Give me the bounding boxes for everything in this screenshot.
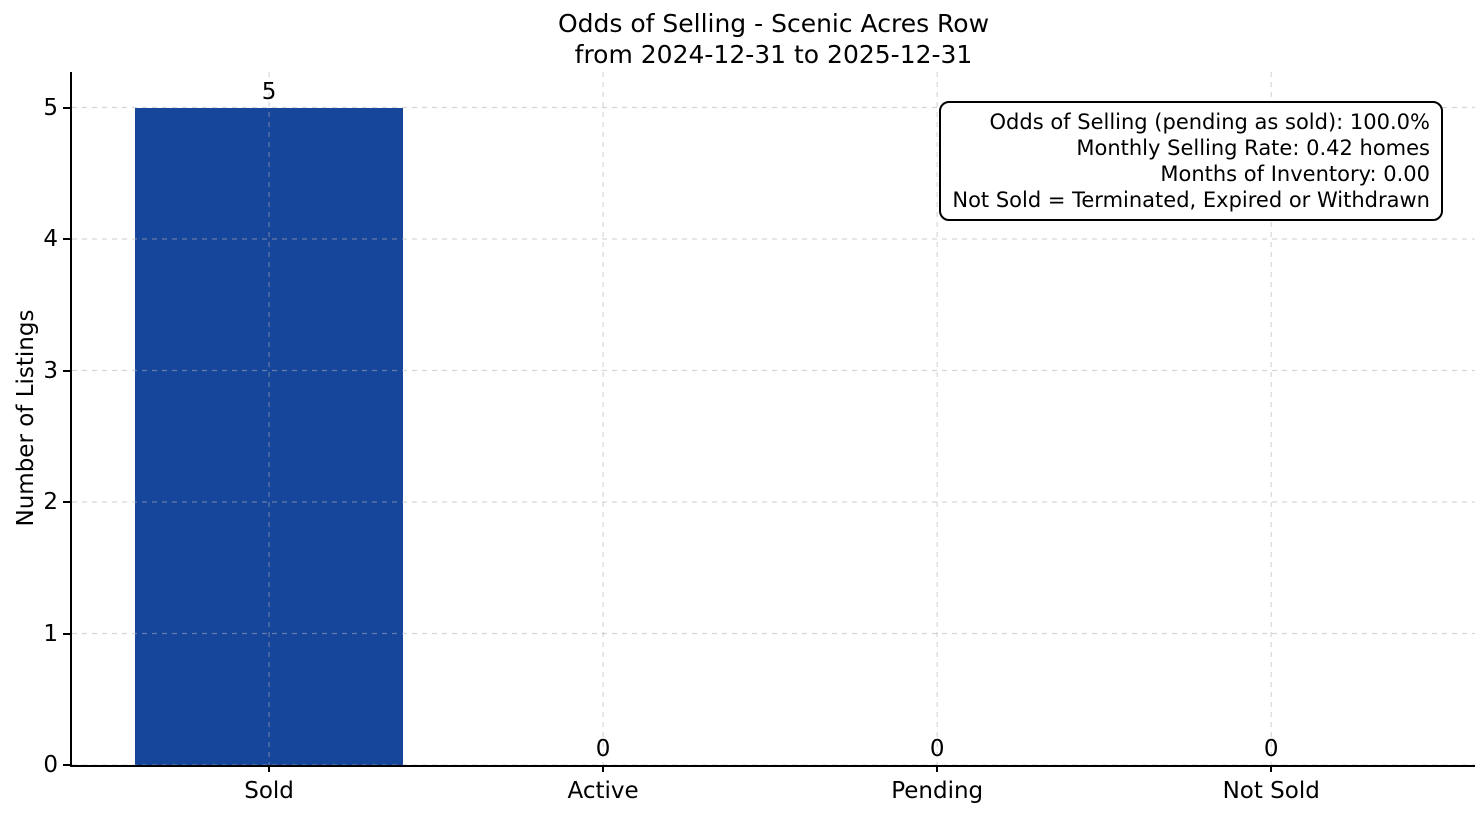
y-tick-label-5: 5	[43, 94, 58, 121]
chart-title-line1: Odds of Selling - Scenic Acres Row	[557, 9, 990, 38]
x-tick-mark-not-sold	[1270, 765, 1273, 772]
y-tick-mark-1	[63, 632, 70, 635]
y-axis-spine	[70, 72, 72, 765]
y-tick-label-2: 2	[43, 489, 58, 515]
y-tick-label-3: 3	[43, 357, 58, 384]
annotation-line-not-sold-definition: Not Sold = Terminated, Expired or Withdr…	[952, 188, 1430, 212]
y-tick-mark-0	[63, 764, 70, 766]
bar-value-label-sold: 5	[261, 78, 277, 105]
y-tick-label-1: 1	[43, 620, 58, 647]
chart-title-line2: from 2024-12-31 to 2025-12-31	[574, 40, 973, 69]
x-tick-mark-sold	[268, 765, 271, 772]
x-tick-label-not-sold: Not Sold	[1222, 778, 1320, 804]
annotation-line-odds: Odds of Selling (pending as sold): 100.0…	[989, 110, 1430, 134]
plot-area: 5 0 0 0	[70, 72, 1475, 767]
bar-value-label-not-sold: 0	[1263, 736, 1279, 762]
x-tick-mark-active	[602, 765, 605, 772]
grid-layer	[72, 72, 1475, 765]
x-axis-spine	[70, 765, 1475, 767]
y-tick-label-0: 0	[43, 752, 58, 778]
y-tick-mark-5	[63, 106, 70, 109]
bar-value-label-active: 0	[595, 736, 611, 762]
y-tick-mark-4	[63, 238, 70, 240]
stats-annotation-box: Odds of Selling (pending as sold): 100.0…	[939, 101, 1443, 221]
annotation-line-months-inventory: Months of Inventory: 0.00	[1160, 162, 1430, 186]
y-tick-mark-3	[63, 369, 70, 372]
x-tick-label-active: Active	[567, 778, 639, 804]
x-tick-label-pending: Pending	[891, 778, 984, 804]
annotation-line-monthly-rate: Monthly Selling Rate: 0.42 homes	[1076, 136, 1430, 160]
y-tick-label-4: 4	[43, 226, 58, 252]
y-tick-mark-2	[63, 501, 70, 503]
value-labels-layer: 5 0 0 0	[72, 72, 1475, 765]
x-tick-label-sold: Sold	[244, 778, 294, 804]
chart-title: Odds of Selling - Scenic Acres Row from …	[72, 8, 1475, 70]
bar-value-label-pending: 0	[929, 736, 945, 762]
x-tick-mark-pending	[936, 765, 939, 772]
